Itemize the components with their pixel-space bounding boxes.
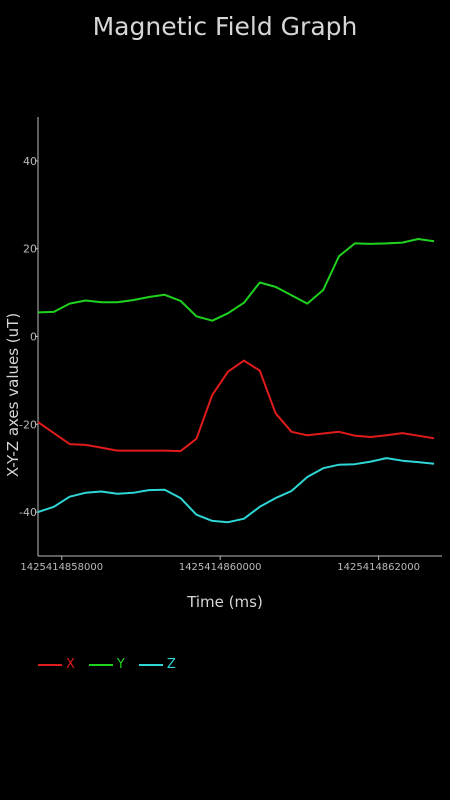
x-tick-label: 1425414858000	[20, 562, 103, 573]
y-tick-label: -40	[19, 506, 37, 519]
legend-swatch	[138, 663, 163, 666]
x-tick-label: 1425414860000	[179, 562, 262, 573]
legend-label: Z	[166, 657, 176, 672]
legend-item-z: Z	[138, 657, 176, 672]
legend-swatch	[88, 663, 113, 666]
x-tick-label: 1425414862000	[337, 562, 420, 573]
legend: X Y Z	[38, 657, 176, 672]
y-tick-label: -20	[19, 418, 37, 431]
chart-title: Magnetic Field Graph	[92, 12, 358, 41]
series-line-z	[37, 457, 435, 524]
legend-label: X	[66, 657, 75, 672]
series-line-y	[37, 238, 435, 322]
y-tick-label: 20	[23, 243, 37, 256]
legend-item-y: Y	[88, 657, 125, 672]
y-tick-label: 40	[23, 155, 37, 168]
y-axis-label: X-Y-Z axes values (uT)	[4, 313, 22, 477]
legend-label: Y	[116, 657, 125, 672]
legend-item-x: X	[38, 657, 75, 672]
legend-swatch	[38, 663, 62, 666]
x-axis-label: Time (ms)	[186, 593, 263, 611]
y-tick-label: 0	[30, 331, 37, 344]
series-line-x	[37, 359, 435, 453]
